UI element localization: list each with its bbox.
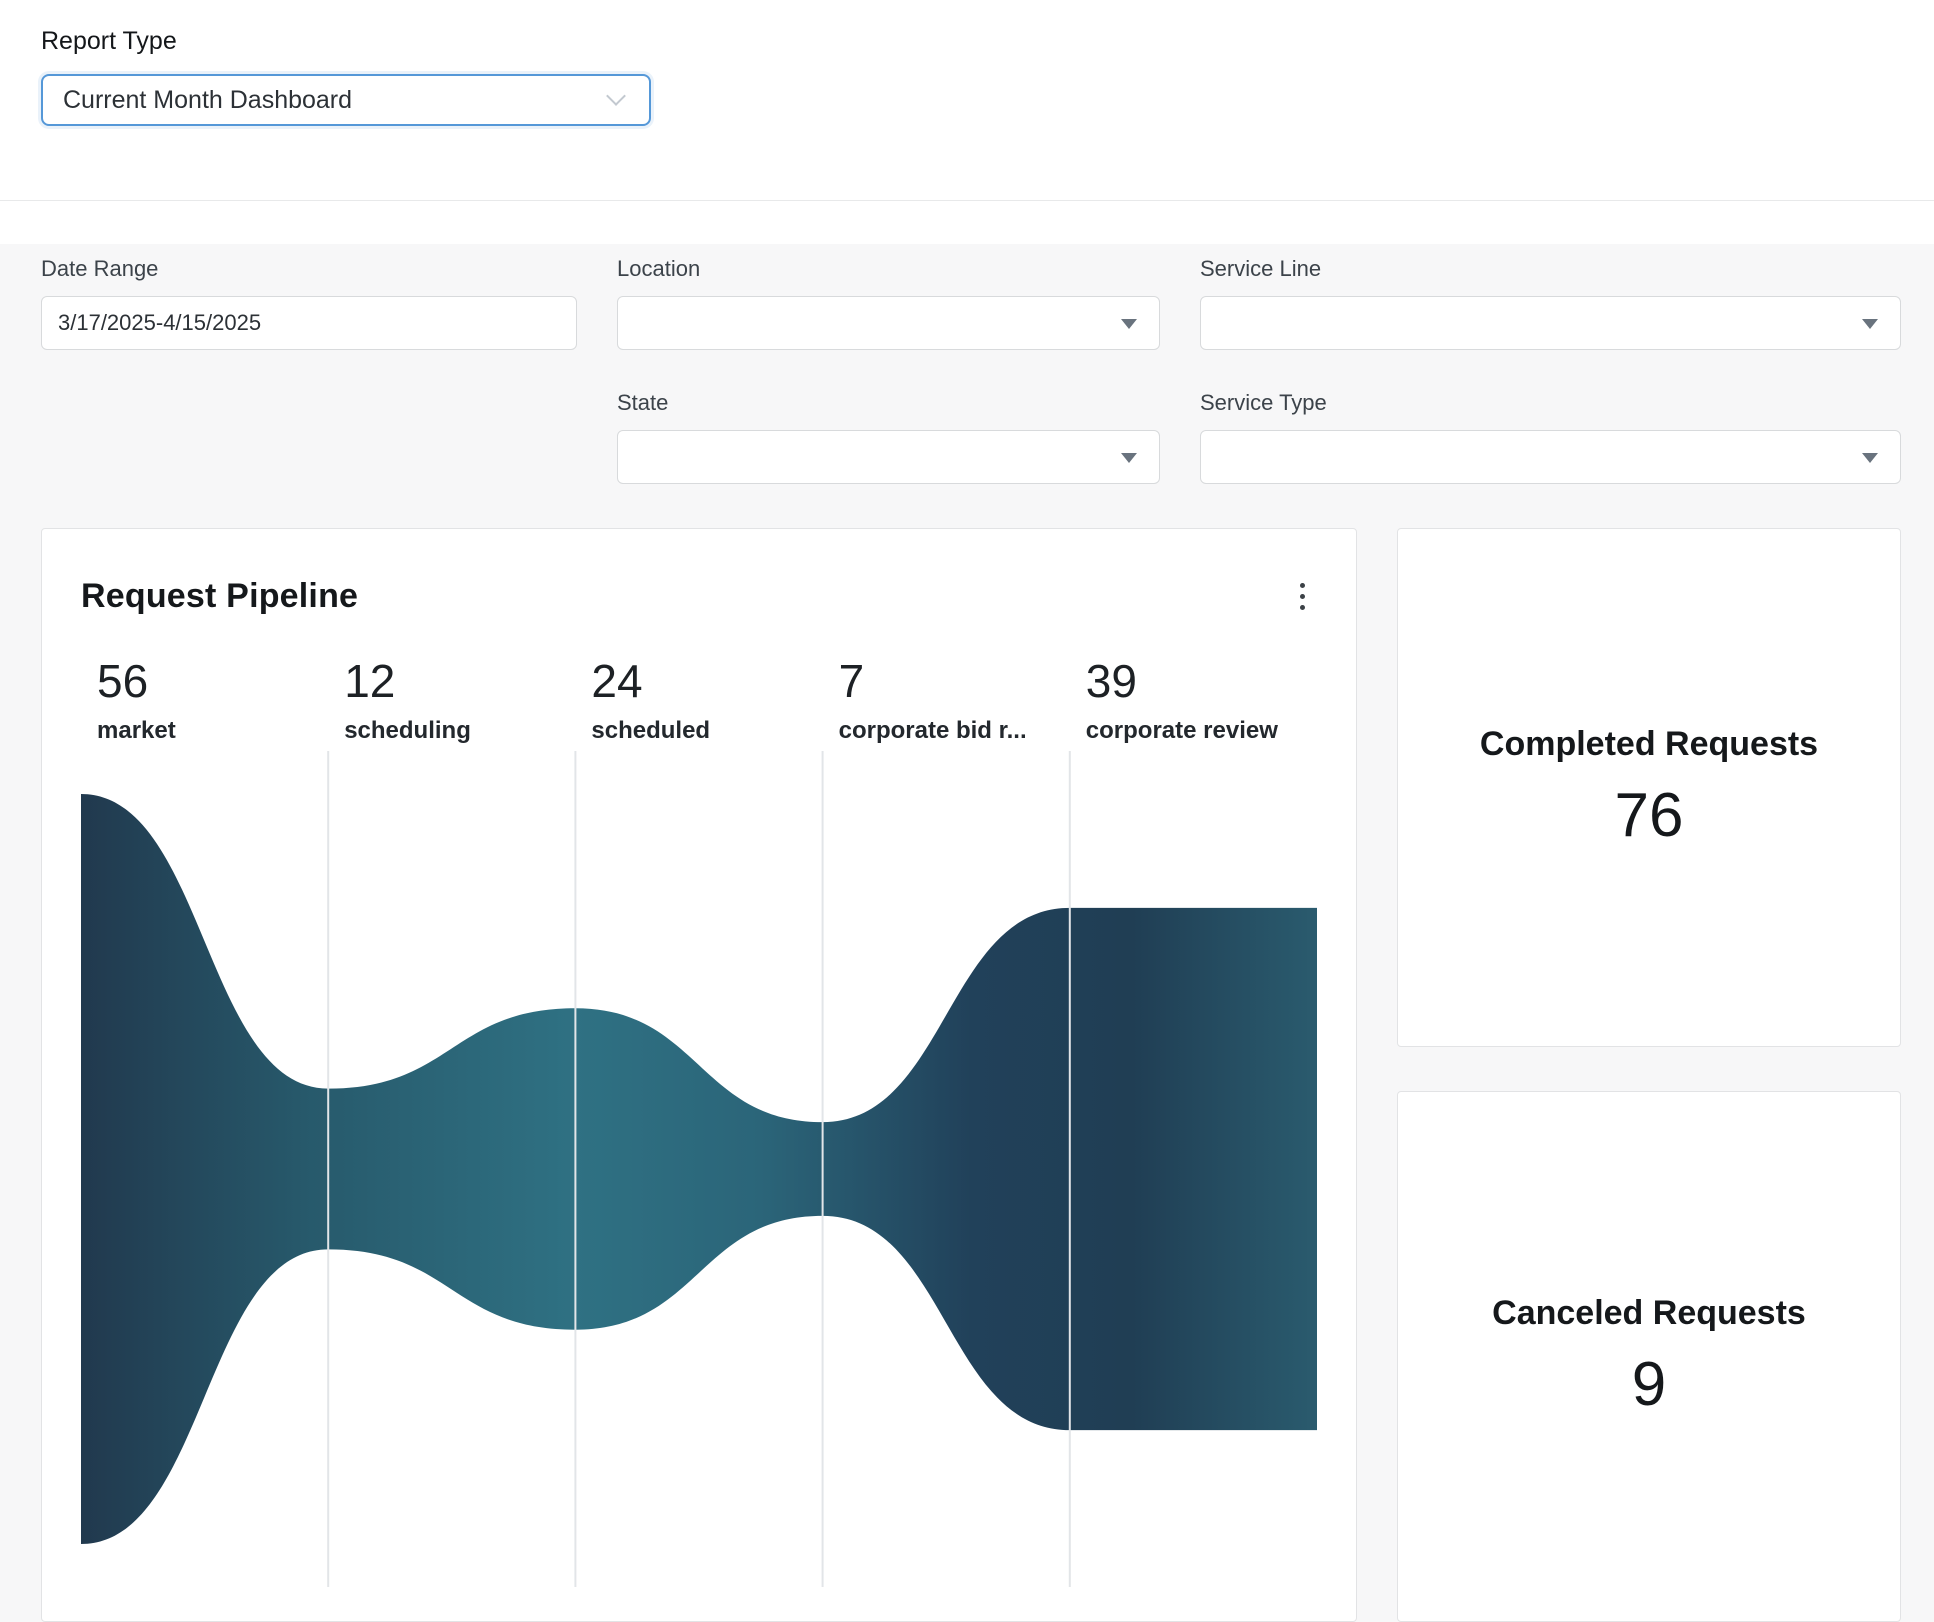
location-select[interactable]	[617, 296, 1160, 350]
funnel-stage-labels: 56 market 12 scheduling 24 scheduled 7 c…	[81, 654, 1317, 745]
canceled-requests-card: Canceled Requests 9	[1397, 1091, 1901, 1622]
completed-requests-card: Completed Requests 76	[1397, 528, 1901, 1047]
kebab-menu-icon[interactable]	[1288, 575, 1317, 618]
service-type-label: Service Type	[1200, 390, 1327, 415]
service-line-label: Service Line	[1200, 256, 1322, 281]
service-type-select[interactable]	[1200, 430, 1901, 484]
date-range-input[interactable]	[41, 296, 577, 350]
service-line-group: Service Line	[1200, 256, 1901, 350]
dropdown-arrow-icon	[1121, 319, 1137, 329]
stage-value: 39	[1085, 655, 1137, 707]
summary-column: Completed Requests 76 Canceled Requests …	[1397, 528, 1901, 1622]
funnel-stage-label: 12 scheduling	[328, 654, 575, 745]
stage-value: 12	[344, 655, 396, 707]
canceled-requests-title: Canceled Requests	[1492, 1293, 1806, 1332]
chevron-down-icon	[606, 86, 626, 106]
report-type-label: Report Type	[41, 27, 177, 55]
request-pipeline-card: Request Pipeline 56 market 12 scheduling…	[41, 528, 1357, 1622]
stage-name: corporate bid r...	[838, 717, 1027, 744]
stage-name: scheduled	[591, 717, 711, 744]
state-select[interactable]	[617, 430, 1160, 484]
funnel-stage-label: 39 corporate review	[1070, 654, 1317, 745]
stage-name: corporate review	[1085, 717, 1278, 744]
stage-name: market	[97, 717, 176, 744]
stage-name: scheduling	[344, 717, 471, 744]
completed-requests-value: 76	[1614, 780, 1684, 850]
filters-panel: Date Range Location Service Line State	[41, 256, 1901, 484]
report-type-select[interactable]: Current Month Dashboard	[41, 74, 651, 126]
report-type-value: Current Month Dashboard	[63, 85, 353, 114]
service-type-group: Service Type	[1200, 390, 1901, 484]
state-label: State	[617, 390, 669, 415]
report-type-bar: Report Type Current Month Dashboard	[0, 0, 1934, 200]
funnel-separator-lines	[327, 751, 1071, 1587]
divider	[0, 200, 1934, 244]
dropdown-arrow-icon	[1862, 453, 1878, 463]
completed-requests-title: Completed Requests	[1479, 724, 1819, 763]
location-label: Location	[617, 256, 701, 281]
funnel-stage-label: 56 market	[81, 654, 328, 745]
funnel-stage-label: 24 scheduled	[575, 654, 822, 745]
funnel-shape	[81, 794, 1317, 1544]
funnel-chart	[81, 751, 1317, 1587]
dropdown-arrow-icon	[1862, 319, 1878, 329]
service-line-select[interactable]	[1200, 296, 1901, 350]
date-range-group: Date Range	[41, 256, 577, 350]
stage-value: 7	[838, 655, 865, 707]
pipeline-card-title: Request Pipeline	[81, 577, 359, 615]
stage-value: 56	[97, 655, 149, 707]
state-group: State	[617, 390, 1160, 484]
canceled-requests-value: 9	[1631, 1349, 1667, 1419]
dropdown-arrow-icon	[1121, 453, 1137, 463]
stage-value: 24	[591, 655, 643, 707]
funnel-stage-label: 7 corporate bid r...	[823, 654, 1070, 745]
location-group: Location	[617, 256, 1160, 350]
date-range-label: Date Range	[41, 256, 159, 281]
